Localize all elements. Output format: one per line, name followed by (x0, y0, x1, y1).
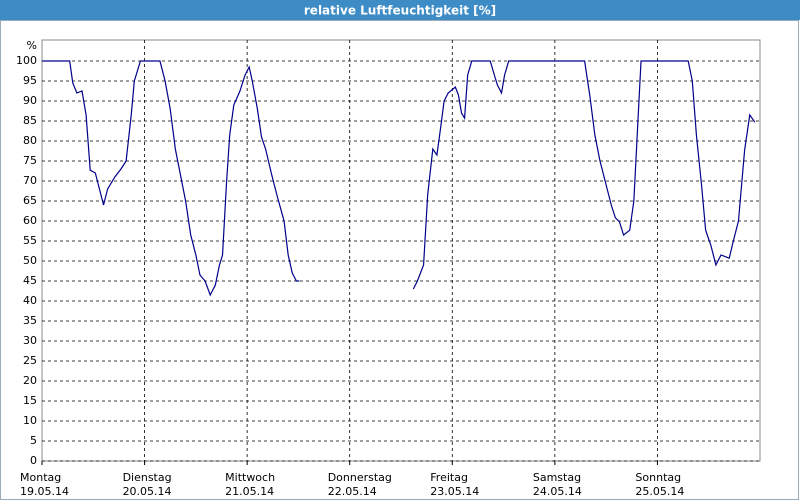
x-tick-date: 20.05.14 (123, 485, 172, 498)
y-tick-label: 30 (23, 334, 37, 347)
data-line (42, 60, 756, 297)
y-tick-label: 85 (23, 114, 37, 127)
x-tick-label: Sonntag (635, 471, 681, 484)
y-tick-label: 50 (23, 254, 37, 267)
x-tick-date: 23.05.14 (430, 485, 479, 498)
x-tick-date: 19.05.14 (20, 485, 69, 498)
y-tick-label: 0 (30, 454, 37, 467)
x-tick-label: Dienstag (123, 471, 172, 484)
x-tick-label: Mittwoch (225, 471, 275, 484)
chart-title: relative Luftfeuchtigkeit [%] (304, 4, 496, 18)
x-tick-date: 25.05.14 (635, 485, 684, 498)
y-tick-label: 5 (30, 434, 37, 447)
y-tick-label: 90 (23, 94, 37, 107)
x-tick-date: 21.05.14 (225, 485, 274, 498)
y-tick-label: 100 (16, 54, 37, 67)
y-tick-label: 80 (23, 134, 37, 147)
y-tick-label: 10 (23, 414, 37, 427)
y-tick-label: 45 (23, 274, 37, 287)
y-tick-label: 95 (23, 74, 37, 87)
y-tick-label: 75 (23, 154, 37, 167)
title-bar (0, 0, 800, 20)
x-tick-date: 24.05.14 (533, 485, 582, 498)
y-tick-label: 15 (23, 394, 37, 407)
y-tick-label: 55 (23, 234, 37, 247)
y-tick-label: 70 (23, 174, 37, 187)
y-tick-label: 25 (23, 354, 37, 367)
x-tick-label: Montag (20, 471, 61, 484)
y-tick-label: 35 (23, 314, 37, 327)
y-tick-label: 40 (23, 294, 37, 307)
y-tick-label: 20 (23, 374, 37, 387)
y-tick-label: 60 (23, 214, 37, 227)
x-tick-label: Samstag (533, 471, 581, 484)
x-tick-date: 22.05.14 (328, 485, 377, 498)
x-tick-label: Donnerstag (328, 471, 392, 484)
y-unit: % (27, 39, 37, 52)
plot-frame (41, 39, 761, 462)
y-tick-label: 65 (23, 194, 37, 207)
x-tick-label: Freitag (430, 471, 468, 484)
